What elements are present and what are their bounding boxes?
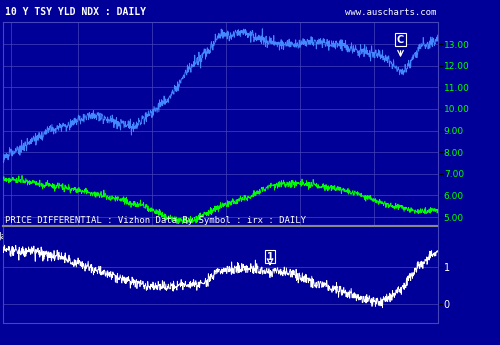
Text: 10 Y TSY YLD NDX : DAILY: 10 Y TSY YLD NDX : DAILY (4, 7, 146, 17)
Text: PRICE DIFFERENTIAL : Vizhon Data By Symbol : irx : DAILY: PRICE DIFFERENTIAL : Vizhon Data By Symb… (4, 216, 306, 225)
Text: www.auscharts.com: www.auscharts.com (346, 8, 436, 17)
Text: 1: 1 (266, 252, 274, 262)
Text: C: C (397, 35, 404, 45)
